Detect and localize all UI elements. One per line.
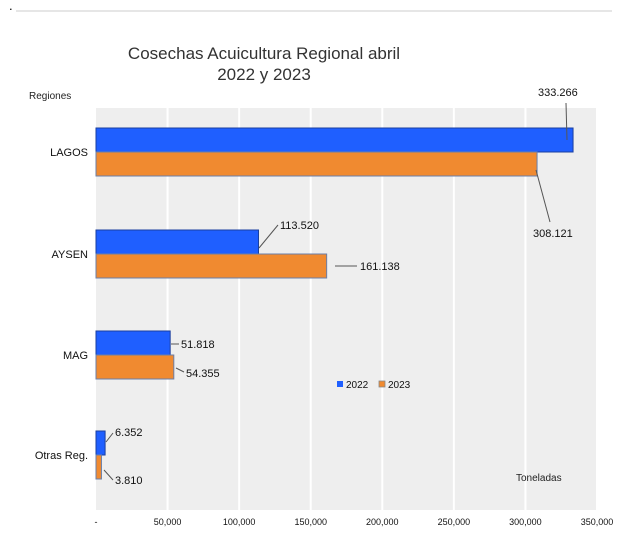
- bars: [95, 127, 574, 480]
- chart-title-line-2: 2022 y 2023: [217, 65, 311, 84]
- legend-swatch-2022: [337, 381, 343, 387]
- data-label-otras-reg-2023: 3.810: [115, 475, 143, 487]
- chart-title-line-1: Cosechas Acuicultura Regional abril: [128, 44, 400, 63]
- legend: 2022 2023: [337, 380, 411, 391]
- leader-aysen-2022: [258, 224, 279, 249]
- leader-otras-reg-2023: [103, 469, 114, 481]
- leader-mag-2023: [175, 367, 185, 373]
- category-label-aysen: AYSEN: [52, 249, 89, 261]
- bar-lagos-2023: [95, 151, 538, 177]
- bar-otras-reg-2022: [95, 430, 106, 456]
- data-label-mag-2023: 54.355: [186, 368, 220, 380]
- x-axis-title: Toneladas: [516, 473, 562, 484]
- x-tick-label-2: 100,000: [223, 517, 256, 527]
- x-tick-label-3: 150,000: [294, 517, 327, 527]
- data-labels: 333.266 308.121 113.520 161.138 51.818 54.355…: [115, 87, 578, 487]
- bar-aysen-2023: [95, 253, 328, 279]
- category-label-otras-reg: Otras Reg.: [35, 450, 88, 462]
- data-label-otras-reg-2022: 6.352: [115, 427, 143, 439]
- category-labels: LAGOS AYSEN MAG Otras Reg.: [35, 147, 88, 462]
- leader-lines: [103, 102, 568, 481]
- category-label-mag: MAG: [63, 350, 88, 362]
- leader-lagos-2023: [535, 169, 551, 223]
- x-tick-label-4: 200,000: [366, 517, 399, 527]
- x-tick-label-1: 50,000: [154, 517, 182, 527]
- x-tick-labels: - 50,000 100,000 150,000 200,000 250,000 300,0…: [95, 517, 614, 527]
- data-label-aysen-2023: 161.138: [360, 261, 400, 273]
- bar-lagos-2022: [95, 127, 574, 153]
- data-label-lagos-2022: 333.266: [538, 87, 578, 99]
- legend-label-2022: 2022: [346, 380, 369, 391]
- data-label-mag-2022: 51.818: [181, 339, 215, 351]
- category-label-lagos: LAGOS: [50, 147, 88, 159]
- data-label-lagos-2023: 308.121: [533, 228, 573, 240]
- bar-mag-2022: [95, 330, 171, 356]
- x-tick-label-7: 350,000: [581, 517, 614, 527]
- leader-otras-reg-2022: [105, 432, 114, 443]
- corner-mark: .: [9, 0, 13, 13]
- leader-lagos-2022: [565, 102, 568, 141]
- x-tick-label-5: 250,000: [438, 517, 471, 527]
- legend-swatch-2023: [378, 380, 386, 388]
- legend-label-2023: 2023: [388, 380, 411, 391]
- bar-mag-2023: [95, 354, 175, 380]
- x-tick-label-6: 300,000: [509, 517, 542, 527]
- bar-otras-reg-2023: [95, 454, 102, 480]
- bar-aysen-2022: [95, 229, 259, 255]
- y-axis-title: Regiones: [29, 91, 71, 102]
- data-label-aysen-2022: 113.520: [280, 220, 319, 232]
- x-tick-label-0: -: [95, 517, 98, 527]
